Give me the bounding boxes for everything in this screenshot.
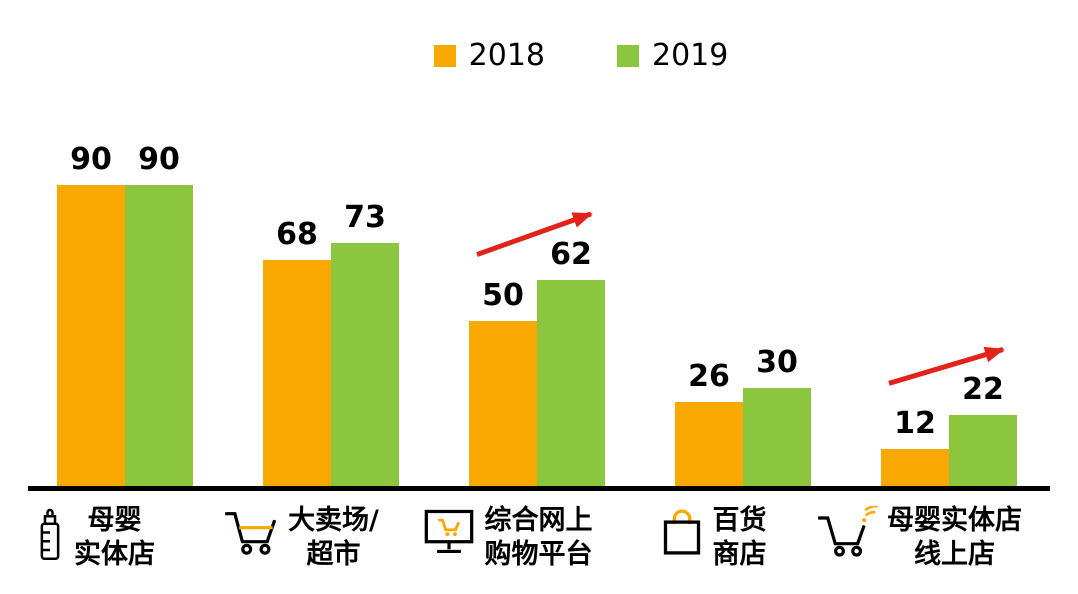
bar-value-label: 22	[962, 372, 1004, 407]
legend-item-2019: 2019	[617, 38, 728, 73]
bar-2018-cat2	[263, 260, 331, 490]
category-label-line: 实体店	[74, 539, 155, 570]
shopping-cart-icon	[223, 506, 279, 562]
bar-value-label: 30	[756, 345, 798, 380]
bar-2019-cat1	[125, 185, 193, 490]
category-label-line: 大卖场/	[288, 505, 379, 536]
bar-value-label: 62	[550, 237, 592, 272]
category-3: 综合网上 购物平台	[377, 504, 637, 572]
bar-2018-cat3	[469, 321, 537, 490]
bar-2018-cat1	[57, 185, 125, 490]
bar-value-label: 73	[344, 200, 386, 235]
category-label-line: 购物平台	[484, 539, 593, 570]
category-label-line: 线上店	[914, 539, 995, 570]
legend-swatch-2018	[433, 44, 456, 67]
bar-2018-cat4	[675, 402, 743, 490]
category-label: 大卖场/超市	[288, 504, 379, 572]
online-shopping-monitor-icon	[422, 506, 476, 562]
category-label-line: 超市	[306, 539, 361, 570]
bar-value-label: 12	[894, 406, 936, 441]
category-1: 母婴 实体店	[0, 504, 225, 572]
bar-value-label: 50	[482, 278, 524, 313]
category-label: 母婴 实体店	[74, 504, 155, 572]
bar-value-label: 90	[70, 142, 112, 177]
bar-value-label: 26	[688, 359, 730, 394]
baby-bottle-icon	[35, 506, 65, 568]
bar-2019-cat5	[949, 415, 1017, 490]
shopping-bag-icon	[660, 506, 704, 562]
bar-value-label: 68	[276, 217, 318, 252]
bar-2018-cat5	[881, 449, 949, 490]
legend-item-2018: 2018	[433, 38, 545, 73]
category-4: 百货 商店	[583, 504, 843, 572]
legend-label: 2019	[652, 38, 729, 73]
bar-2019-cat4	[743, 388, 811, 490]
category-label-line: 综合网上	[484, 505, 593, 536]
x-axis-line	[28, 486, 1050, 491]
category-label: 百货 商店	[713, 504, 767, 572]
category-label-line: 母婴实体店	[887, 505, 1022, 536]
category-label-line: 百货	[712, 505, 767, 536]
category-label: 综合网上 购物平台	[485, 504, 593, 572]
category-label: 母婴实体店 线上店	[887, 504, 1022, 572]
legend-label: 2018	[468, 38, 545, 73]
bar-2019-cat2	[331, 243, 399, 490]
category-2: 大卖场/超市	[171, 504, 431, 572]
bar-2019-cat3	[537, 280, 605, 490]
category-label-line: 母婴	[87, 505, 142, 536]
legend: 2018 2019	[42, 38, 1078, 73]
legend-swatch-2019	[617, 44, 639, 67]
category-label-line: 商店	[712, 539, 767, 570]
category-5: 母婴实体店 线上店	[789, 504, 1049, 572]
online-cart-wifi-icon	[816, 504, 879, 564]
bar-value-label: 90	[138, 142, 180, 177]
